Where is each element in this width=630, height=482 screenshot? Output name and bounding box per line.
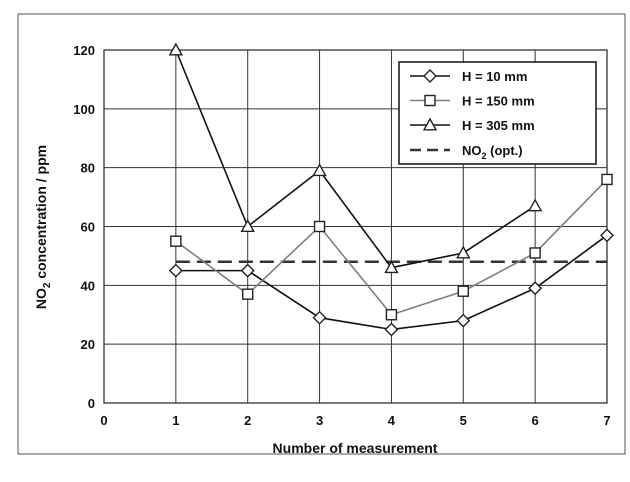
y-axis-title-rest: concentration / ppm — [33, 145, 49, 283]
y-tick-label-120: 120 — [73, 43, 95, 58]
data-point-s1-4 — [384, 322, 399, 337]
data-point-s2-2 — [242, 288, 254, 300]
series-layer — [168, 42, 614, 337]
data-point-s3-6 — [527, 198, 543, 212]
legend-swatch-marker-2 — [424, 94, 436, 107]
y-axis-title: NO2 concentration / ppm — [33, 145, 53, 309]
data-point-s1-2 — [240, 263, 255, 278]
data-point-s2-5 — [457, 285, 469, 297]
legend-ref-rest: (opt.) — [487, 143, 523, 158]
legend-swatch-marker-1 — [423, 69, 437, 83]
data-point-s2-7 — [601, 173, 613, 186]
x-tick-label-5: 5 — [460, 413, 467, 428]
legend-items: H = 10 mm H = 150 mm H = 305 mm — [410, 69, 535, 133]
y-axis-title-subscript: 2 — [42, 282, 53, 288]
data-point-s2-1 — [170, 235, 182, 247]
y-tick-label-0: 0 — [88, 396, 95, 411]
y-tick-label-80: 80 — [81, 161, 95, 176]
data-point-s1-5 — [456, 313, 471, 328]
data-point-s1-1 — [168, 263, 183, 278]
x-tick-label-2: 2 — [244, 413, 251, 428]
series-2 — [170, 173, 613, 321]
x-tick-label-1: 1 — [172, 413, 179, 428]
legend-label-1: H = 10 mm — [462, 69, 527, 84]
chart-frame — [17, 13, 626, 455]
data-point-s3-4 — [384, 260, 399, 274]
series-line-3 — [175, 49, 536, 269]
data-point-s2-6 — [529, 247, 541, 259]
legend-swatch-marker-3 — [422, 117, 438, 131]
y-tick-label-100: 100 — [73, 102, 95, 117]
legend: H = 10 mm H = 150 mm H = 305 mm NO2 (opt.) — [398, 61, 597, 165]
x-tick-label-0: 0 — [100, 413, 107, 428]
series-3 — [168, 42, 543, 274]
legend-label-3: H = 305 mm — [462, 118, 535, 133]
data-point-s2-3 — [313, 220, 326, 233]
y-tick-label-20: 20 — [81, 337, 95, 352]
y-tick-label-40: 40 — [81, 278, 95, 293]
y-axis-title-main: NO — [33, 288, 49, 309]
legend-label-reference-line: NO2 (opt.) — [462, 143, 523, 161]
legend-ref-subscript: 2 — [482, 151, 487, 161]
data-point-s3-1 — [168, 42, 184, 56]
legend-label-2: H = 150 mm — [462, 94, 535, 109]
data-point-s1-7 — [600, 228, 614, 243]
x-tick-label-6: 6 — [532, 413, 539, 428]
data-point-s1-6 — [528, 281, 543, 296]
data-point-s1-3 — [312, 310, 327, 325]
data-point-s3-3 — [312, 163, 327, 177]
series-1 — [168, 228, 614, 337]
y-tick-label-60: 60 — [81, 220, 95, 235]
legend-ref-main: NO — [462, 143, 482, 158]
data-point-s2-4 — [385, 309, 398, 321]
data-point-s3-2 — [240, 219, 255, 233]
x-tick-label-3: 3 — [316, 413, 323, 428]
x-axis-title: Number of measurement — [273, 440, 438, 456]
x-tick-label-7: 7 — [603, 413, 610, 428]
data-point-s3-5 — [456, 245, 471, 259]
tick-labels: 0 1 2 3 4 5 6 7 0 20 40 60 80 100 120 — [73, 43, 610, 428]
x-tick-label-4: 4 — [388, 413, 396, 428]
